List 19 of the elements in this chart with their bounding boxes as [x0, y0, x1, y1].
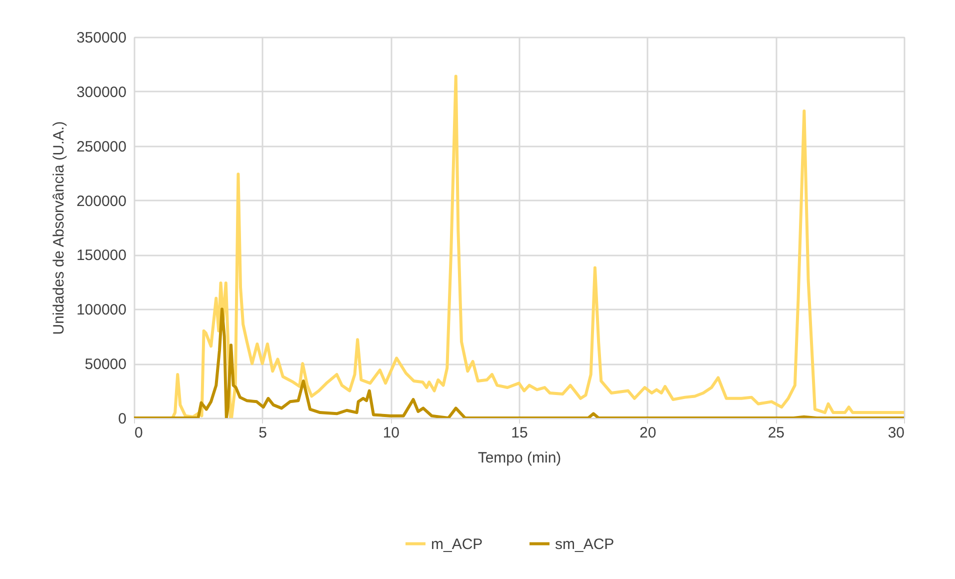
y-tick-label: 150000 — [76, 247, 126, 264]
y-tick-label: 100000 — [76, 302, 126, 319]
y-tick-label: 0 — [118, 410, 126, 428]
x-tick-label: 20 — [639, 424, 656, 442]
x-axis-title: Tempo (min) — [478, 450, 562, 466]
y-tick-label: 350000 — [76, 30, 126, 46]
x-tick-label: 5 — [258, 424, 268, 442]
y-axis-title: Unidades de Absorvância (U.A.) — [50, 121, 68, 335]
y-tick-label: 50000 — [84, 356, 126, 374]
y-tick-label: 250000 — [76, 138, 126, 156]
x-tick-label: 30 — [888, 424, 904, 442]
y-tick-label: 300000 — [76, 84, 126, 101]
x-tick-label: 10 — [382, 424, 400, 442]
y-tick-label: 200000 — [76, 192, 126, 210]
x-tick-label: 25 — [768, 424, 785, 442]
x-tick-label: 15 — [511, 424, 528, 442]
legend-label: sm_ACP — [555, 536, 614, 553]
legend-label: m_ACP — [431, 536, 483, 553]
x-tick-label: 0 — [134, 424, 143, 442]
